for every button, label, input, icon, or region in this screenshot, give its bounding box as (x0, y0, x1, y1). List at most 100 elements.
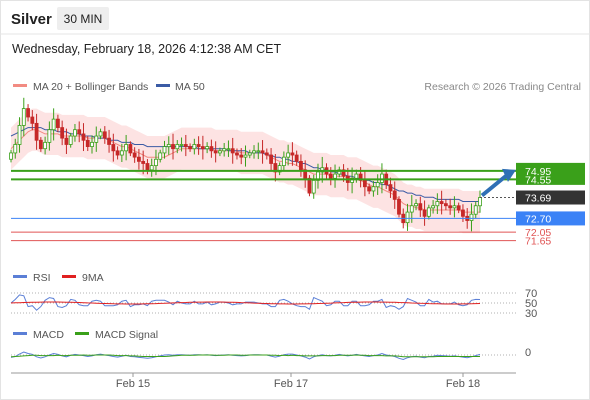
candle-body (137, 156, 141, 162)
candle-body (222, 148, 227, 152)
candle-body (367, 186, 372, 192)
candle-body (341, 169, 346, 177)
resistance-level-label: 74.95 (525, 166, 551, 178)
candle-body (166, 144, 171, 147)
candle-body (73, 129, 77, 137)
candle-body (68, 135, 73, 145)
macd-signal-legend-label: MACD Signal (95, 329, 158, 341)
candle-body (145, 163, 150, 171)
candle-body (478, 197, 482, 207)
candle-body (461, 209, 465, 217)
macd-legend-swatch (13, 332, 27, 335)
rsi-ma-legend-swatch (62, 275, 76, 278)
rsi-level-label: 30 (525, 308, 537, 320)
candle-body (290, 152, 295, 156)
candle-body (183, 144, 188, 147)
candle-body (141, 160, 146, 164)
candle-body (273, 163, 278, 173)
candle-body (47, 129, 52, 143)
candle-body (158, 152, 163, 160)
candle-body (256, 150, 261, 153)
timeframe-badge[interactable] (57, 7, 109, 30)
candle-body (192, 144, 197, 150)
candle-body (107, 137, 111, 145)
candle-body (264, 152, 269, 156)
candle-body (252, 150, 256, 154)
candle-body (431, 205, 436, 209)
ma50-legend-label: MA 50 (175, 81, 205, 93)
rsi-line (10, 294, 481, 311)
candle-body (362, 179, 367, 188)
candle-body (179, 144, 184, 146)
candle-body (448, 205, 453, 209)
support-level-label: 72.05 (525, 227, 551, 239)
candle-body (230, 148, 235, 154)
candle-body (388, 184, 393, 192)
candle-body (213, 150, 218, 154)
support-level-label: 71.65 (525, 236, 551, 248)
candle-body (132, 152, 137, 158)
datetime-label: Wednesday, February 18, 2026 4:12:38 AM … (12, 42, 281, 56)
candle-body (307, 177, 312, 194)
macd-panel: 0 (10, 347, 531, 361)
candle-body (269, 154, 273, 164)
candle-body (128, 144, 133, 154)
candle-body (149, 165, 154, 171)
current-price-label: 73.69 (525, 193, 551, 205)
candle-body (196, 144, 201, 147)
pivot-level-label: 72.70 (525, 213, 551, 225)
candle-body (337, 169, 342, 175)
candle-body (473, 205, 478, 215)
candle-body (64, 137, 69, 145)
candle-body (115, 150, 120, 156)
candle-body (171, 144, 175, 150)
candle-body (243, 154, 248, 158)
candle-body (247, 152, 252, 156)
candle-body (111, 144, 116, 152)
candle-body (218, 150, 222, 154)
candle-body (452, 205, 457, 209)
candle-body (175, 144, 180, 150)
candle-body (299, 160, 303, 171)
candle-body (205, 146, 210, 150)
ma20-legend-label: MA 20 + Bollinger Bands (33, 81, 148, 93)
current-price-tag (516, 190, 585, 205)
candle-body (119, 150, 124, 156)
candle-body (98, 131, 103, 137)
candle-body (85, 139, 90, 147)
rsi-ma-line (10, 301, 481, 305)
rsi-level-label: 50 (525, 298, 537, 310)
forecast-arrow-head (502, 168, 516, 182)
candle-body (200, 146, 205, 150)
candle-body (281, 156, 286, 167)
x-tick-label: Feb 17 (274, 378, 308, 390)
candle-body (397, 199, 401, 215)
timeframe-label: 30 MIN (64, 12, 103, 26)
candle-body (209, 146, 214, 152)
candle-body (239, 154, 244, 158)
candle-body (17, 125, 22, 145)
instrument-title: Silver (11, 11, 52, 28)
candle-body (435, 201, 440, 207)
candle-body (90, 141, 94, 147)
candle-body (21, 108, 26, 126)
candle-body (328, 173, 333, 179)
candle-body (469, 213, 474, 221)
candle-body (13, 144, 18, 154)
candle-body (94, 135, 99, 143)
candle-body (418, 203, 423, 211)
candle-body (226, 148, 231, 151)
candle-body (60, 127, 65, 139)
candle-body (405, 211, 410, 224)
rsi-ma-legend-label: 9MA (82, 272, 104, 284)
candle-body (414, 203, 418, 207)
candle-body (235, 152, 239, 156)
candle-body (77, 129, 82, 135)
ma20-legend-swatch (13, 84, 27, 87)
candle-body (456, 205, 461, 211)
resistance-level-tag (516, 162, 585, 185)
macd-signal-legend-swatch (75, 332, 89, 335)
